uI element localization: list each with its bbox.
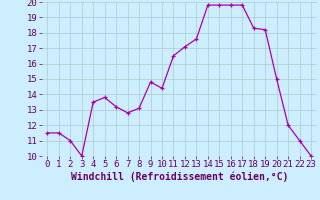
X-axis label: Windchill (Refroidissement éolien,°C): Windchill (Refroidissement éolien,°C) [70, 172, 288, 182]
